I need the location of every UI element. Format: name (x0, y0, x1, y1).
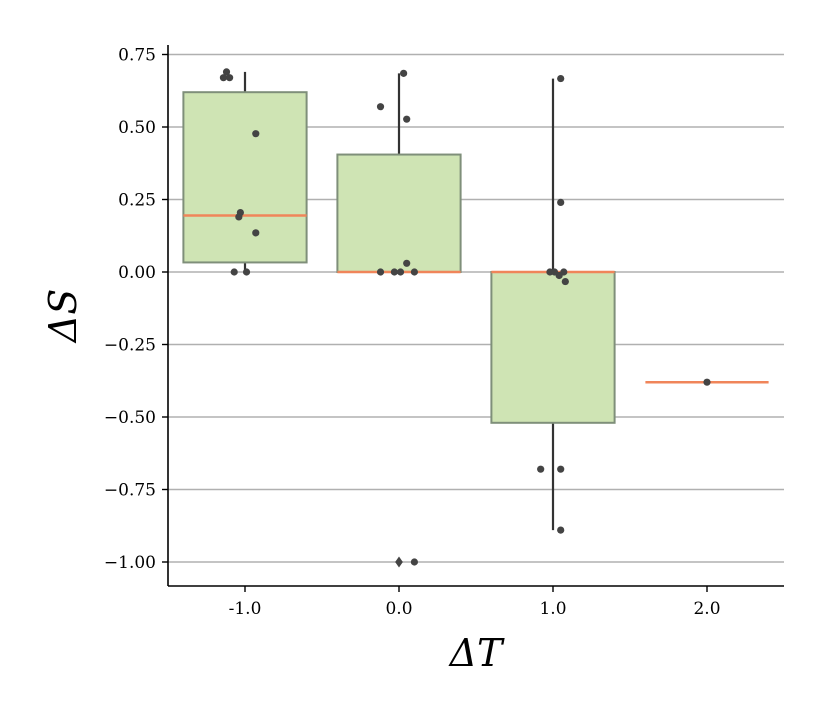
y-tick-label: 0.75 (118, 46, 156, 66)
y-tick-label: −0.50 (104, 408, 156, 428)
data-point (252, 130, 260, 138)
data-point (410, 558, 418, 566)
data-point (400, 69, 408, 77)
outlier-marker (395, 556, 403, 568)
x-tick-label: 1.0 (539, 599, 566, 619)
data-point (235, 213, 243, 221)
data-point (390, 268, 398, 276)
box-iqr (490, 271, 616, 424)
x-tick-label: 0.0 (385, 599, 412, 619)
data-point (396, 268, 405, 276)
data-point (230, 268, 238, 276)
y-tick-label: 0.25 (118, 191, 156, 211)
y-tick-label: −0.25 (104, 336, 156, 356)
x-tick-label: -1.0 (229, 599, 262, 619)
data-point (561, 277, 569, 286)
box-iqr (336, 153, 462, 273)
x-axis-label: ΔT (448, 631, 505, 675)
data-point (242, 268, 251, 276)
data-point (376, 103, 385, 111)
x-tick-label: 2.0 (693, 599, 720, 619)
axes: 0.75 0.50 0.25 0.00 −0.25 −0.50 −0.75 −1.00 -1.0… (104, 45, 784, 619)
data-point (557, 198, 565, 206)
data-point (537, 465, 545, 473)
data-point (703, 378, 711, 386)
data-point (226, 74, 234, 82)
y-tick-label: 0.50 (118, 118, 156, 138)
data-points (219, 68, 711, 566)
data-point (557, 526, 565, 534)
boxes (182, 71, 769, 568)
data-point (555, 271, 563, 280)
data-point (410, 268, 418, 276)
data-point (219, 74, 228, 82)
data-point (252, 229, 260, 237)
data-point (222, 68, 231, 76)
y-tick-label: −0.75 (104, 481, 156, 501)
data-point (376, 268, 385, 276)
y-tick-label: −1.00 (104, 553, 156, 573)
y-axis-label: ΔS (41, 289, 85, 344)
y-tick-label: 0.00 (118, 263, 156, 283)
data-point (403, 115, 411, 123)
data-point (557, 74, 565, 83)
data-point (403, 259, 411, 267)
box-iqr (182, 91, 308, 264)
data-point (557, 465, 565, 473)
